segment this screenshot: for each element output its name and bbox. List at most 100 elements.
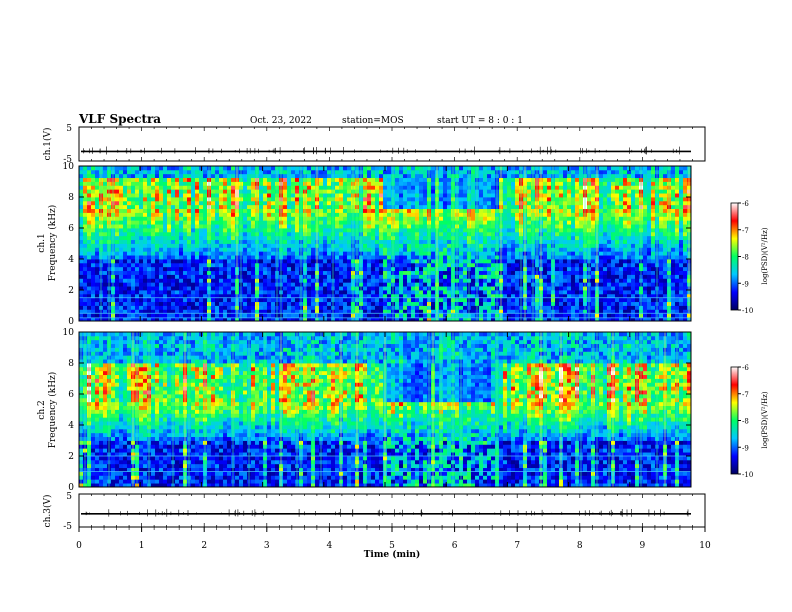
spectrogram-cell [243, 282, 248, 287]
spectrogram-cell [399, 262, 404, 268]
spectrogram-cell [511, 169, 516, 175]
spectrogram-cell [399, 286, 404, 291]
spectrogram-cell [115, 251, 120, 256]
spectrogram-cell [155, 262, 160, 268]
spectrogram-cell [319, 204, 324, 210]
spectrogram-cell [443, 197, 448, 202]
spectrogram-cell [471, 177, 476, 182]
spectrogram-cell [223, 309, 228, 314]
spectrogram-cell [135, 216, 140, 221]
spectrogram-cell [483, 216, 488, 221]
spectrogram-cell [515, 259, 520, 264]
spectrogram-cell [439, 185, 444, 190]
spectrogram-cell [507, 224, 512, 229]
spectrogram-cell [511, 208, 516, 213]
spectrogram-cell [195, 177, 200, 182]
spectrogram-cell [195, 200, 200, 206]
spectrogram-cell [259, 200, 264, 206]
spectrogram-cell [103, 297, 108, 303]
spectrogram-cell [491, 293, 496, 299]
spectrogram-cell [147, 231, 152, 237]
spectrogram-cell [211, 228, 216, 233]
spectrogram-cell [203, 290, 208, 295]
spectrogram-cell [387, 231, 392, 237]
spectrogram-cell [147, 228, 152, 233]
spectrogram-cell [379, 317, 384, 322]
spectrogram-cell [227, 181, 232, 186]
spectrogram-cell [311, 166, 316, 171]
spectrogram-cell [119, 173, 124, 179]
spectrogram-cell [419, 266, 424, 272]
spectrogram-cell [387, 247, 392, 252]
spectrogram-cell [291, 317, 296, 322]
spectrogram-cell [195, 309, 200, 314]
spectrogram-cell [243, 286, 248, 291]
spectrogram-cell [367, 262, 372, 268]
spectrogram-cell [515, 204, 520, 210]
spectrogram-cell [219, 259, 224, 264]
spectrogram-cell [343, 216, 348, 221]
ch1-ytick-top: 5 [66, 124, 72, 134]
spectrogram-cell [399, 216, 404, 221]
spectrogram-cell [83, 309, 88, 314]
spectrogram-cell [491, 231, 496, 237]
spectrogram-cell [211, 204, 216, 210]
spectrogram-cell [307, 293, 312, 299]
spectrogram-cell [371, 290, 376, 295]
spectrogram-cell [443, 293, 448, 299]
spectrogram-cell [283, 239, 288, 244]
spectrogram-cell [343, 317, 348, 322]
spectrogram-cell [547, 166, 552, 171]
spectrogram-cell [167, 255, 172, 260]
spectrogram-cell [339, 212, 344, 217]
spectrogram-cell [147, 204, 152, 210]
spectrogram-cell [407, 212, 412, 217]
spectrogram-cell [387, 301, 392, 306]
spectrogram-cell [143, 181, 148, 186]
spectrogram-cell [191, 228, 196, 233]
spectrogram-cell [295, 278, 300, 283]
spectrogram-cell [479, 313, 484, 318]
spectrogram-cell [479, 193, 484, 198]
spectrogram-cell [547, 251, 552, 256]
spectrogram-cell [319, 173, 324, 179]
spectrogram-cell [263, 197, 268, 202]
spectrogram-cell [259, 305, 264, 310]
spectrogram-cell [271, 185, 276, 190]
spectrogram-cell [459, 305, 464, 310]
spectrogram-cell [375, 309, 380, 314]
spectrogram-cell [503, 185, 508, 190]
spectrogram-cell [327, 220, 332, 225]
spectrogram-cell [215, 185, 220, 190]
spectrogram-cell [83, 181, 88, 186]
spectrogram-cell [415, 247, 420, 252]
spectrogram-cell [223, 313, 228, 318]
spectrogram-cell [375, 193, 380, 198]
spectrogram-cell [327, 173, 332, 179]
spectrogram-cell [371, 189, 376, 194]
spectrogram-cell [203, 220, 208, 225]
spectrogram-cell [155, 224, 160, 229]
spectrogram-cell [195, 212, 200, 217]
spectrogram-cell [203, 259, 208, 264]
spectrogram-cell [347, 212, 352, 217]
spectrogram-cell [95, 270, 100, 275]
spectrogram-cell [491, 224, 496, 229]
spectrogram-cell [123, 220, 128, 225]
spectrogram-cell [123, 239, 128, 244]
spectrogram-cell [195, 197, 200, 202]
spectrogram-cell [463, 251, 468, 256]
spectrogram-cell [211, 317, 216, 322]
spectrogram-cell [327, 224, 332, 229]
spectrogram-cell [339, 270, 344, 275]
spectrogram-cell [503, 239, 508, 244]
spectrogram-cell [175, 189, 180, 194]
spectrogram-cell [375, 290, 380, 295]
spectrogram-cell [155, 212, 160, 217]
spectrogram-cell [211, 255, 216, 260]
spectrogram-cell [175, 270, 180, 275]
spectrogram-cell [163, 181, 168, 186]
spectrogram-cell [123, 189, 128, 194]
spectrogram-cell [283, 216, 288, 221]
spectrogram-cell [287, 309, 292, 314]
